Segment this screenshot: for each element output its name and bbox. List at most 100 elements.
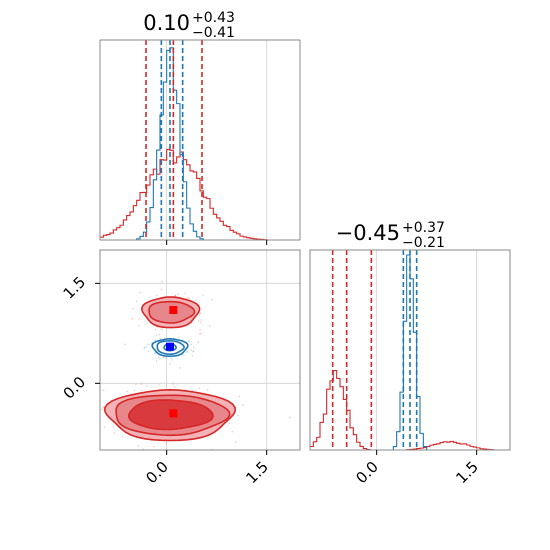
right-panel-title-plus: +0.37 [402,220,445,236]
joint-panel-frame [99,249,301,451]
right-panel-frame [309,249,511,451]
joint-scatter-red-lower-point [113,432,116,434]
joint-scatter-red-upper-point [199,321,202,324]
joint-scatter-blue-point [186,351,189,353]
joint-scatter-blue-point [147,350,150,352]
joint-scatter-red-lower-point [101,408,104,411]
joint-scatter-red-lower-point [234,441,237,444]
top-panel-title-minus: −0.41 [192,25,235,41]
joint-scatter-red-lower-point [103,426,106,428]
joint-scatter-red-upper-point [197,320,200,322]
joint-scatter-red-lower-point [165,442,168,445]
joint-scatter-red-upper-point [156,294,158,297]
top-hist-blue [100,47,300,241]
joint-scatter-red-lower-point [135,383,137,386]
right-panel-title-minus: −0.21 [402,235,445,251]
joint-scatter-blue-point [162,356,165,359]
joint-scatter-red-lower-point [173,386,176,388]
joint-panel-xtick-label-1: 1.5 [242,458,272,488]
joint-scatter-blue-point [169,363,171,365]
joint-marker-red-1 [169,409,178,418]
joint-scatter-red-upper-point [199,312,202,315]
joint-scatter-red-upper-point [161,280,163,283]
joint-scatter-red-upper-point [211,298,213,301]
joint-panel-ytick-label-1: 1.5 [60,273,90,303]
joint-scatter-red-upper-point [154,328,157,331]
joint-scatter-red-lower-point [228,422,231,424]
joint-scatter-red-lower-point [152,445,155,448]
joint-scatter-blue-point [147,343,149,345]
joint-scatter-blue-point [143,346,146,348]
joint-scatter-blue-point [188,340,190,342]
joint-scatter-red-lower-point [289,416,291,419]
joint-scatter-red-lower-point [102,389,105,392]
joint-scatter-blue-point [178,336,180,338]
joint-scatter-red-upper-point [158,333,160,336]
joint-scatter-blue-point [154,351,156,354]
joint-scatter-red-upper-point [174,294,177,297]
joint-scatter-blue-point [185,351,188,353]
joint-scatter-blue-point [143,348,146,350]
joint-scatter-red-lower-point [242,404,244,406]
joint-scatter-red-upper-point [138,325,140,327]
joint-scatter-red-lower-point [206,389,209,391]
joint-scatter-red-upper-point [160,288,163,291]
joint-scatter-blue-point [145,346,148,349]
top-hist-red [100,148,300,241]
joint-scatter-blue-point [192,350,195,353]
top-panel-title-plus: +0.43 [192,10,235,26]
joint-scatter-red-upper-point [208,324,211,327]
joint-scatter-red-upper-point [131,317,134,320]
top-panel-frame [99,39,301,241]
joint-scatter-red-lower-point [102,406,104,408]
joint-scatter-blue-point [183,353,185,356]
joint-scatter-blue-point [155,360,158,362]
joint-scatter-red-lower-point [179,367,182,369]
right-panel-xtick-label-1: 1.5 [452,458,482,488]
joint-scatter-red-upper-point [145,323,148,325]
joint-scatter-red-lower-point [172,383,174,385]
joint-scatter-red-upper-point [200,332,202,335]
joint-scatter-blue-point [159,357,161,360]
joint-scatter-red-lower-point [238,395,241,398]
top-panel-title-value: 0.10 [143,11,190,35]
joint-scatter-red-lower-point [137,445,140,447]
joint-scatter-blue-point [170,357,172,359]
joint-scatter-red-lower-point [133,389,136,391]
joint-scatter-red-upper-point [199,328,201,331]
joint-scatter-red-upper-point [139,291,142,294]
joint-scatter-red-upper-point [177,293,180,296]
joint-marker-blue-0 [166,342,174,351]
joint-scatter-red-upper-point [188,297,191,299]
joint-scatter-red-lower-point [198,387,200,389]
joint-scatter-red-lower-point [126,390,128,393]
joint-scatter-red-lower-point [112,425,115,428]
joint-scatter-red-upper-point [199,333,201,335]
joint-scatter-blue-point [171,358,173,361]
joint-scatter-red-lower-point [146,385,148,387]
joint-scatter-blue-point [165,356,167,359]
joint-scatter-blue-point [154,339,157,341]
joint-scatter-red-upper-point [198,314,201,316]
joint-scatter-red-upper-point [160,328,163,331]
joint-scatter-blue-point [193,346,195,348]
joint-scatter-red-lower-point [231,430,234,433]
joint-scatter-red-upper-point [186,297,189,299]
joint-panel-xtick-label-0: 0.0 [142,458,172,488]
joint-scatter-red-lower-point [140,383,143,385]
joint-scatter-red-upper-point [138,318,141,320]
joint-scatter-blue-point [197,341,200,344]
joint-panel-ytick-label-0: 0.0 [60,373,90,403]
joint-scatter-red-lower-point [158,384,160,386]
joint-scatter-blue-point [155,334,158,337]
joint-scatter-red-upper-point [132,307,134,310]
joint-scatter-blue-point [191,354,194,357]
joint-scatter-red-upper-point [124,343,127,345]
right-hist-red [310,370,510,451]
joint-scatter-red-lower-point [121,435,124,438]
joint-scatter-blue-point [154,352,156,355]
joint-scatter-red-lower-point [184,388,187,391]
joint-scatter-red-lower-point [141,389,143,392]
